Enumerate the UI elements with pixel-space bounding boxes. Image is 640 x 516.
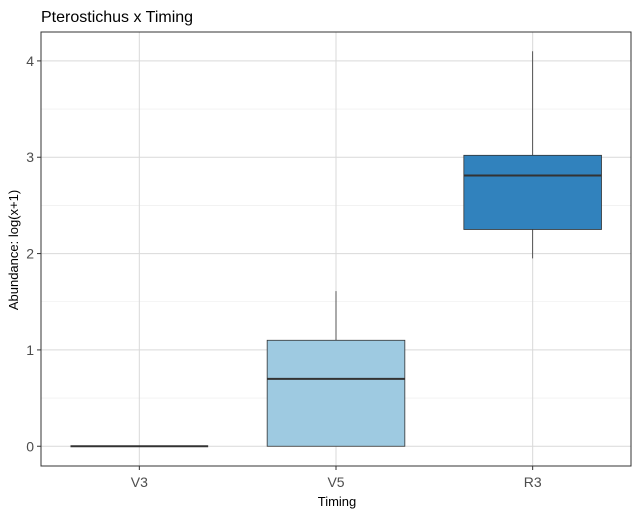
box-v5 xyxy=(266,291,406,447)
chart-title: Pterostichus x Timing xyxy=(41,9,193,26)
box-layer xyxy=(70,51,602,448)
y-tick-label: 1 xyxy=(26,342,34,358)
box-body xyxy=(266,339,406,447)
axis-layer: 0 1 2 3 4 V3 V5 R3 xyxy=(26,31,632,490)
x-tick-label: R3 xyxy=(524,474,542,490)
y-tick-label: 0 xyxy=(26,438,34,454)
y-tick-label: 4 xyxy=(26,53,34,69)
box-r3 xyxy=(463,51,602,259)
x-tick-label: V3 xyxy=(131,474,148,490)
box-body xyxy=(463,154,602,230)
y-axis-title: Abundance: log(x+1) xyxy=(6,190,21,310)
x-tick-label: V5 xyxy=(327,474,344,490)
x-axis-title: Timing xyxy=(318,494,357,509)
y-tick-label: 2 xyxy=(26,246,34,262)
y-tick-label: 3 xyxy=(26,149,34,165)
